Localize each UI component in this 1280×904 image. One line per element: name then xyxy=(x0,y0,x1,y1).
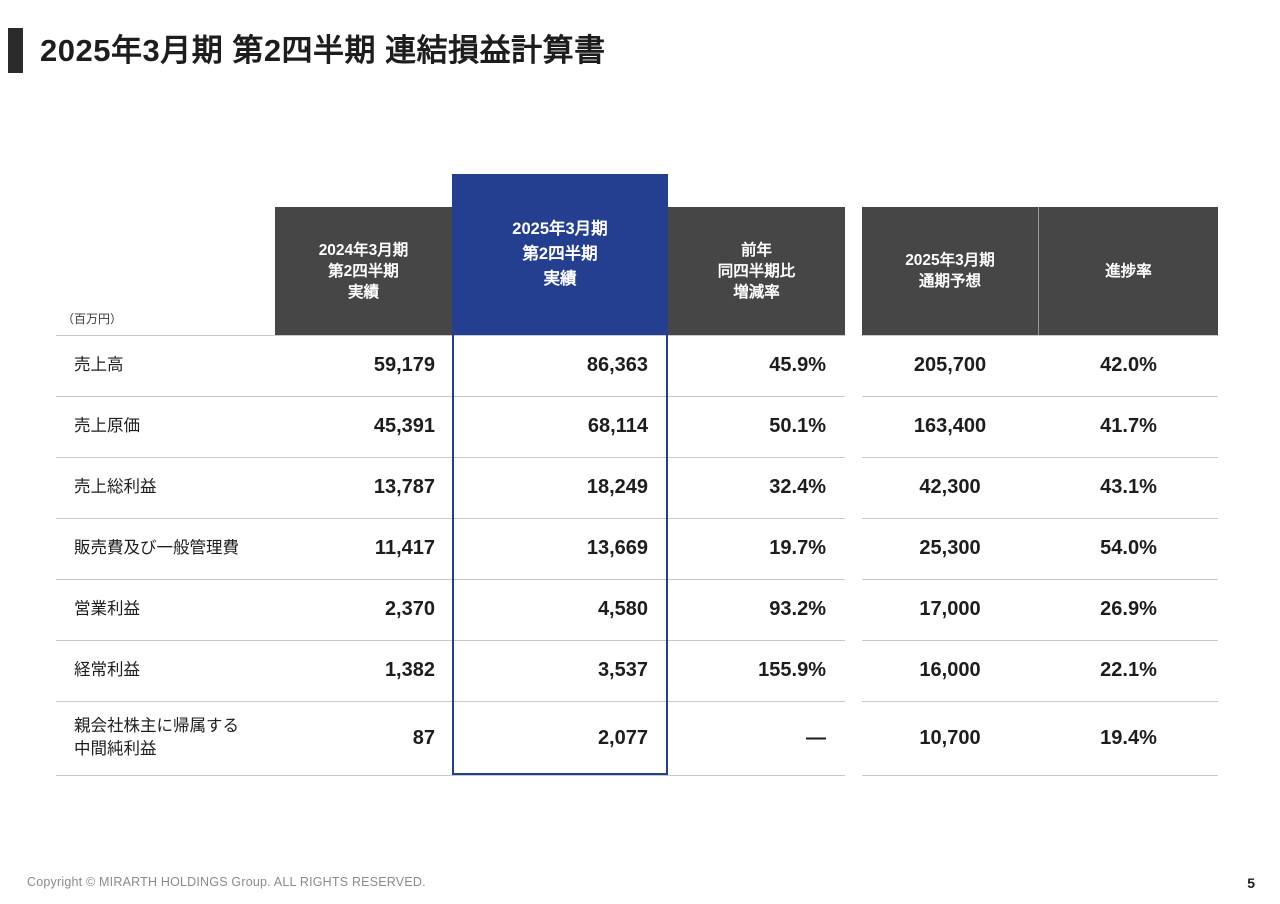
cell-prev-year: 59,179 xyxy=(373,354,435,376)
cell-full-year-forecast: 16,000 xyxy=(919,659,981,681)
row-label: 売上総利益 xyxy=(74,478,157,496)
cell-current-quarter: 4,580 xyxy=(597,598,648,620)
cell-full-year-forecast: 17,000 xyxy=(919,598,981,620)
row-separator-right xyxy=(862,457,1218,458)
cell-yoy-change: 50.1% xyxy=(769,415,826,437)
unit-label: （百万円） xyxy=(62,312,123,326)
cell-full-year-forecast: 205,700 xyxy=(913,354,987,376)
income-statement-table: （百万円） 2024年3月期 第2四半期 実績 前年 同四半期比 増減率 202… xyxy=(56,174,1218,776)
table-row: 売上高 59,179 86,363 45.9% 205,700 42.0% xyxy=(56,335,1218,396)
page-number: 5 xyxy=(1247,875,1255,891)
cell-yoy-change: 19.7% xyxy=(769,537,826,559)
row-label: 売上高 xyxy=(74,356,124,374)
row-separator-right xyxy=(862,579,1218,580)
cell-full-year-forecast: 10,700 xyxy=(919,726,981,749)
cell-progress-rate: 41.7% xyxy=(1100,415,1157,437)
title-accent-bar xyxy=(8,28,23,73)
column-header-divider xyxy=(1038,207,1039,335)
column-header-yoy-change: 前年 同四半期比 増減率 xyxy=(668,207,845,335)
row-separator-left xyxy=(56,335,845,336)
row-separator-left xyxy=(56,640,845,641)
cell-yoy-change: 45.9% xyxy=(769,354,826,376)
cell-current-quarter: 13,669 xyxy=(586,537,648,559)
table-row: 営業利益 2,370 4,580 93.2% 17,000 26.9% xyxy=(56,579,1218,640)
row-separator-left xyxy=(56,457,845,458)
page-title: 2025年3月期 第2四半期 連結損益計算書 xyxy=(40,33,606,68)
cell-yoy-change: — xyxy=(806,726,826,749)
row-separator-right xyxy=(862,640,1218,641)
table-row: 親会社株主に帰属する 中間純利益 87 2,077 — 10,700 19.4% xyxy=(56,701,1218,775)
cell-current-quarter: 86,363 xyxy=(586,354,648,376)
row-label: 売上原価 xyxy=(74,417,140,435)
table-bottom-border-right xyxy=(862,775,1218,776)
table-row: 売上原価 45,391 68,114 50.1% 163,400 41.7% xyxy=(56,396,1218,457)
cell-progress-rate: 26.9% xyxy=(1100,598,1157,620)
row-separator-left xyxy=(56,396,845,397)
cell-yoy-change: 93.2% xyxy=(769,598,826,620)
cell-current-quarter: 68,114 xyxy=(587,415,648,437)
cell-progress-rate: 22.1% xyxy=(1100,659,1157,681)
cell-prev-year: 11,417 xyxy=(374,537,435,559)
row-separator-right xyxy=(862,335,1218,336)
table-bottom-border-left xyxy=(56,775,845,776)
column-header-prev-year: 2024年3月期 第2四半期 実績 xyxy=(275,207,452,335)
cell-progress-rate: 19.4% xyxy=(1100,726,1157,749)
cell-current-quarter: 3,537 xyxy=(597,659,648,681)
row-label: 営業利益 xyxy=(74,600,140,618)
cell-prev-year: 87 xyxy=(412,726,435,749)
column-header-right-group-background xyxy=(862,207,1218,335)
column-header-progress-rate: 進捗率 xyxy=(1105,262,1152,280)
column-header-current-quarter-highlight: 2025年3月期 第2四半期 実績 xyxy=(452,174,668,335)
row-separator-left xyxy=(56,518,845,519)
cell-prev-year: 13,787 xyxy=(373,476,435,498)
row-separator-right xyxy=(862,396,1218,397)
cell-prev-year: 2,370 xyxy=(384,598,435,620)
column-header-full-year-forecast: 2025年3月期 通期予想 xyxy=(905,252,995,290)
cell-progress-rate: 54.0% xyxy=(1100,537,1157,559)
row-separator-right xyxy=(862,518,1218,519)
cell-current-quarter: 18,249 xyxy=(586,476,648,498)
cell-full-year-forecast: 163,400 xyxy=(913,415,987,437)
table-row: 売上総利益 13,787 18,249 32.4% 42,300 43.1% xyxy=(56,457,1218,518)
cell-progress-rate: 42.0% xyxy=(1100,354,1157,376)
row-label: 販売費及び一般管理費 xyxy=(74,539,239,557)
table-row: 経常利益 1,382 3,537 155.9% 16,000 22.1% xyxy=(56,640,1218,701)
slide-title-bar: 2025年3月期 第2四半期 連結損益計算書 xyxy=(0,0,1280,100)
cell-yoy-change: 155.9% xyxy=(758,659,826,681)
table-row: 販売費及び一般管理費 11,417 13,669 19.7% 25,300 54… xyxy=(56,518,1218,579)
row-label: 親会社株主に帰属する 中間純利益 xyxy=(74,717,239,758)
copyright-text: Copyright © MIRARTH HOLDINGS Group. ALL … xyxy=(27,875,426,889)
cell-current-quarter: 2,077 xyxy=(597,726,648,749)
cell-progress-rate: 43.1% xyxy=(1100,476,1157,498)
row-label: 経常利益 xyxy=(74,661,140,679)
footer-gradient-bar xyxy=(0,856,1280,860)
cell-full-year-forecast: 25,300 xyxy=(919,537,981,559)
row-separator-right xyxy=(862,701,1218,702)
cell-full-year-forecast: 42,300 xyxy=(919,476,981,498)
cell-prev-year: 45,391 xyxy=(373,415,435,437)
cell-yoy-change: 32.4% xyxy=(769,476,826,498)
cell-prev-year: 1,382 xyxy=(384,659,435,681)
row-separator-left xyxy=(56,701,845,702)
row-separator-left xyxy=(56,579,845,580)
